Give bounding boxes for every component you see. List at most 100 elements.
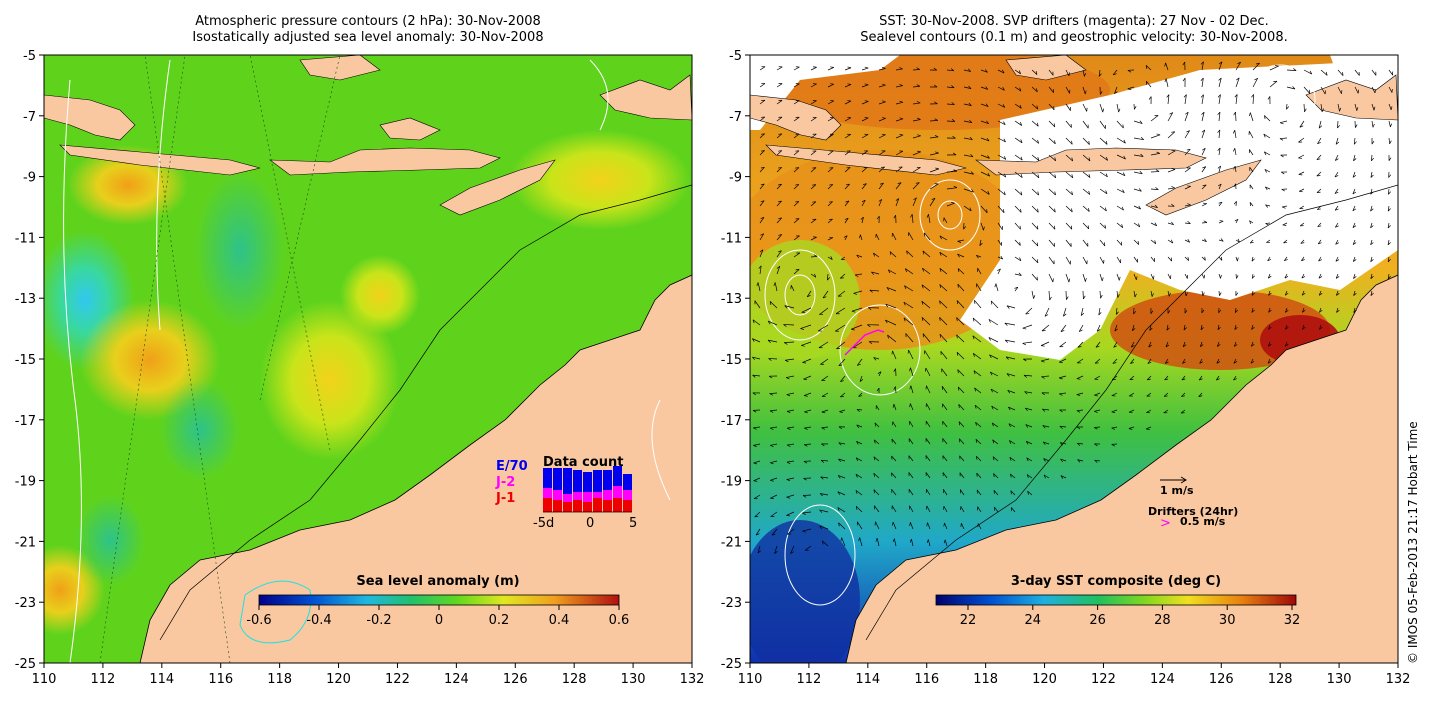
velocity-arrowhead xyxy=(989,371,993,376)
velocity-arrowhead xyxy=(1122,189,1125,193)
inset-bar-j1 xyxy=(573,500,582,512)
velocity-arrowhead xyxy=(786,394,791,397)
velocity-arrowhead xyxy=(1105,173,1108,178)
velocity-arrow xyxy=(1201,273,1205,279)
velocity-arrow xyxy=(1216,341,1220,347)
velocity-arrow xyxy=(959,472,965,479)
right-y-tick-label: -13 xyxy=(721,292,742,307)
velocity-arrow xyxy=(895,68,903,71)
velocity-arrow xyxy=(810,201,817,207)
inset-bar-j2 xyxy=(603,490,612,500)
velocity-arrow xyxy=(1317,222,1322,227)
velocity-arrow xyxy=(1336,307,1339,313)
sst-colorbar-bar xyxy=(935,594,1297,606)
velocity-arrow xyxy=(878,101,886,105)
velocity-arrow xyxy=(783,324,795,326)
velocity-arrow xyxy=(992,456,999,462)
velocity-arrowhead xyxy=(1020,156,1023,161)
velocity-arrow xyxy=(1062,307,1067,317)
velocity-arrow xyxy=(1048,69,1054,76)
velocity-arrowhead xyxy=(1023,358,1027,362)
velocity-arrow xyxy=(822,290,829,299)
banda-islands xyxy=(599,74,692,121)
velocity-arrow xyxy=(827,83,834,88)
velocity-arrow xyxy=(1048,290,1051,301)
velocity-arrowhead xyxy=(1095,345,1100,348)
velocity-arrowhead xyxy=(1042,441,1046,446)
velocity-arrowhead xyxy=(909,522,911,526)
velocity-arrow xyxy=(1370,239,1373,245)
velocity-arrowhead xyxy=(1267,96,1271,100)
velocity-arrowhead xyxy=(787,427,791,430)
velocity-arrowhead xyxy=(843,235,848,238)
velocity-arrow xyxy=(1133,120,1143,124)
velocity-arrow xyxy=(910,367,914,377)
velocity-arrowhead xyxy=(1054,208,1056,213)
velocity-arrowhead xyxy=(1004,173,1007,178)
velocity-arrowhead xyxy=(756,282,759,287)
right-x-tick-label: 124 xyxy=(1150,672,1175,687)
velocity-arrow xyxy=(1060,442,1067,445)
velocity-arrow xyxy=(910,385,914,394)
velocity-arrow xyxy=(776,217,782,224)
velocity-arrowhead xyxy=(1171,131,1175,133)
velocity-arrow xyxy=(755,528,761,536)
left-x-tick-label: 128 xyxy=(562,672,587,687)
velocity-arrowhead xyxy=(1337,124,1340,129)
velocity-arrowhead xyxy=(1036,88,1038,92)
velocity-arrow xyxy=(1235,219,1239,224)
velocity-arrowhead xyxy=(1233,361,1238,364)
velocity-arrow xyxy=(1301,307,1305,313)
velocity-arrowhead xyxy=(922,268,924,272)
velocity-arrow xyxy=(841,537,846,547)
velocity-arrowhead xyxy=(1264,115,1266,120)
velocity-arrowhead xyxy=(1060,330,1065,332)
velocity-arrow xyxy=(1249,149,1254,156)
velocity-arrowhead xyxy=(1113,73,1117,76)
velocity-arrowhead xyxy=(1217,326,1221,330)
velocity-arrowhead xyxy=(1352,174,1357,178)
velocity-arrowhead xyxy=(770,444,774,448)
velocity-arrowhead xyxy=(992,456,995,461)
velocity-arrow xyxy=(1249,202,1254,207)
velocity-arrow xyxy=(793,218,800,224)
velocity-arrow xyxy=(1352,239,1356,245)
right-x-tick-label: 112 xyxy=(796,672,821,687)
velocity-arrowhead xyxy=(1170,239,1174,244)
velocity-arrow xyxy=(838,522,846,530)
velocity-arrowhead xyxy=(1122,124,1124,129)
velocity-arrowhead xyxy=(1113,345,1118,348)
velocity-arrowhead xyxy=(813,254,818,257)
velocity-arrowhead xyxy=(1134,106,1137,110)
velocity-arrow xyxy=(873,473,880,479)
velocity-arrowhead xyxy=(935,167,939,170)
velocity-arrowhead xyxy=(1009,440,1012,444)
pressure-contour-2 xyxy=(156,59,171,331)
velocity-arrow xyxy=(827,167,834,173)
velocity-arrow xyxy=(1146,426,1152,430)
velocity-arrowhead xyxy=(770,462,774,465)
velocity-arrow xyxy=(1048,205,1056,213)
velocity-arrow xyxy=(926,403,931,411)
velocity-arrow xyxy=(963,103,972,106)
velocity-arrowhead xyxy=(1204,256,1206,261)
inset-bar-j2 xyxy=(623,490,632,500)
velocity-arrowhead xyxy=(1164,378,1169,381)
velocity-arrow xyxy=(976,489,982,496)
velocity-arrow xyxy=(819,307,829,315)
velocity-arrow xyxy=(1099,120,1106,129)
velocity-arrow xyxy=(1165,78,1169,88)
velocity-arrowhead xyxy=(909,385,912,390)
velocity-legend: 1 m/s Drifters (24hr) > 0.5 m/s xyxy=(1148,476,1238,531)
velocity-arrowhead xyxy=(1165,361,1169,364)
inset-bar-e70 xyxy=(623,474,632,490)
velocity-arrowhead xyxy=(1140,136,1144,140)
velocity-arrowhead xyxy=(785,377,790,380)
velocity-arrowhead xyxy=(1353,141,1357,145)
velocity-arrow xyxy=(1099,222,1106,229)
flores-island-right xyxy=(975,147,1207,176)
velocity-arrowhead xyxy=(1216,378,1220,381)
velocity-arrow xyxy=(786,409,795,412)
velocity-arrow xyxy=(894,538,897,547)
velocity-arrowhead xyxy=(795,269,800,271)
